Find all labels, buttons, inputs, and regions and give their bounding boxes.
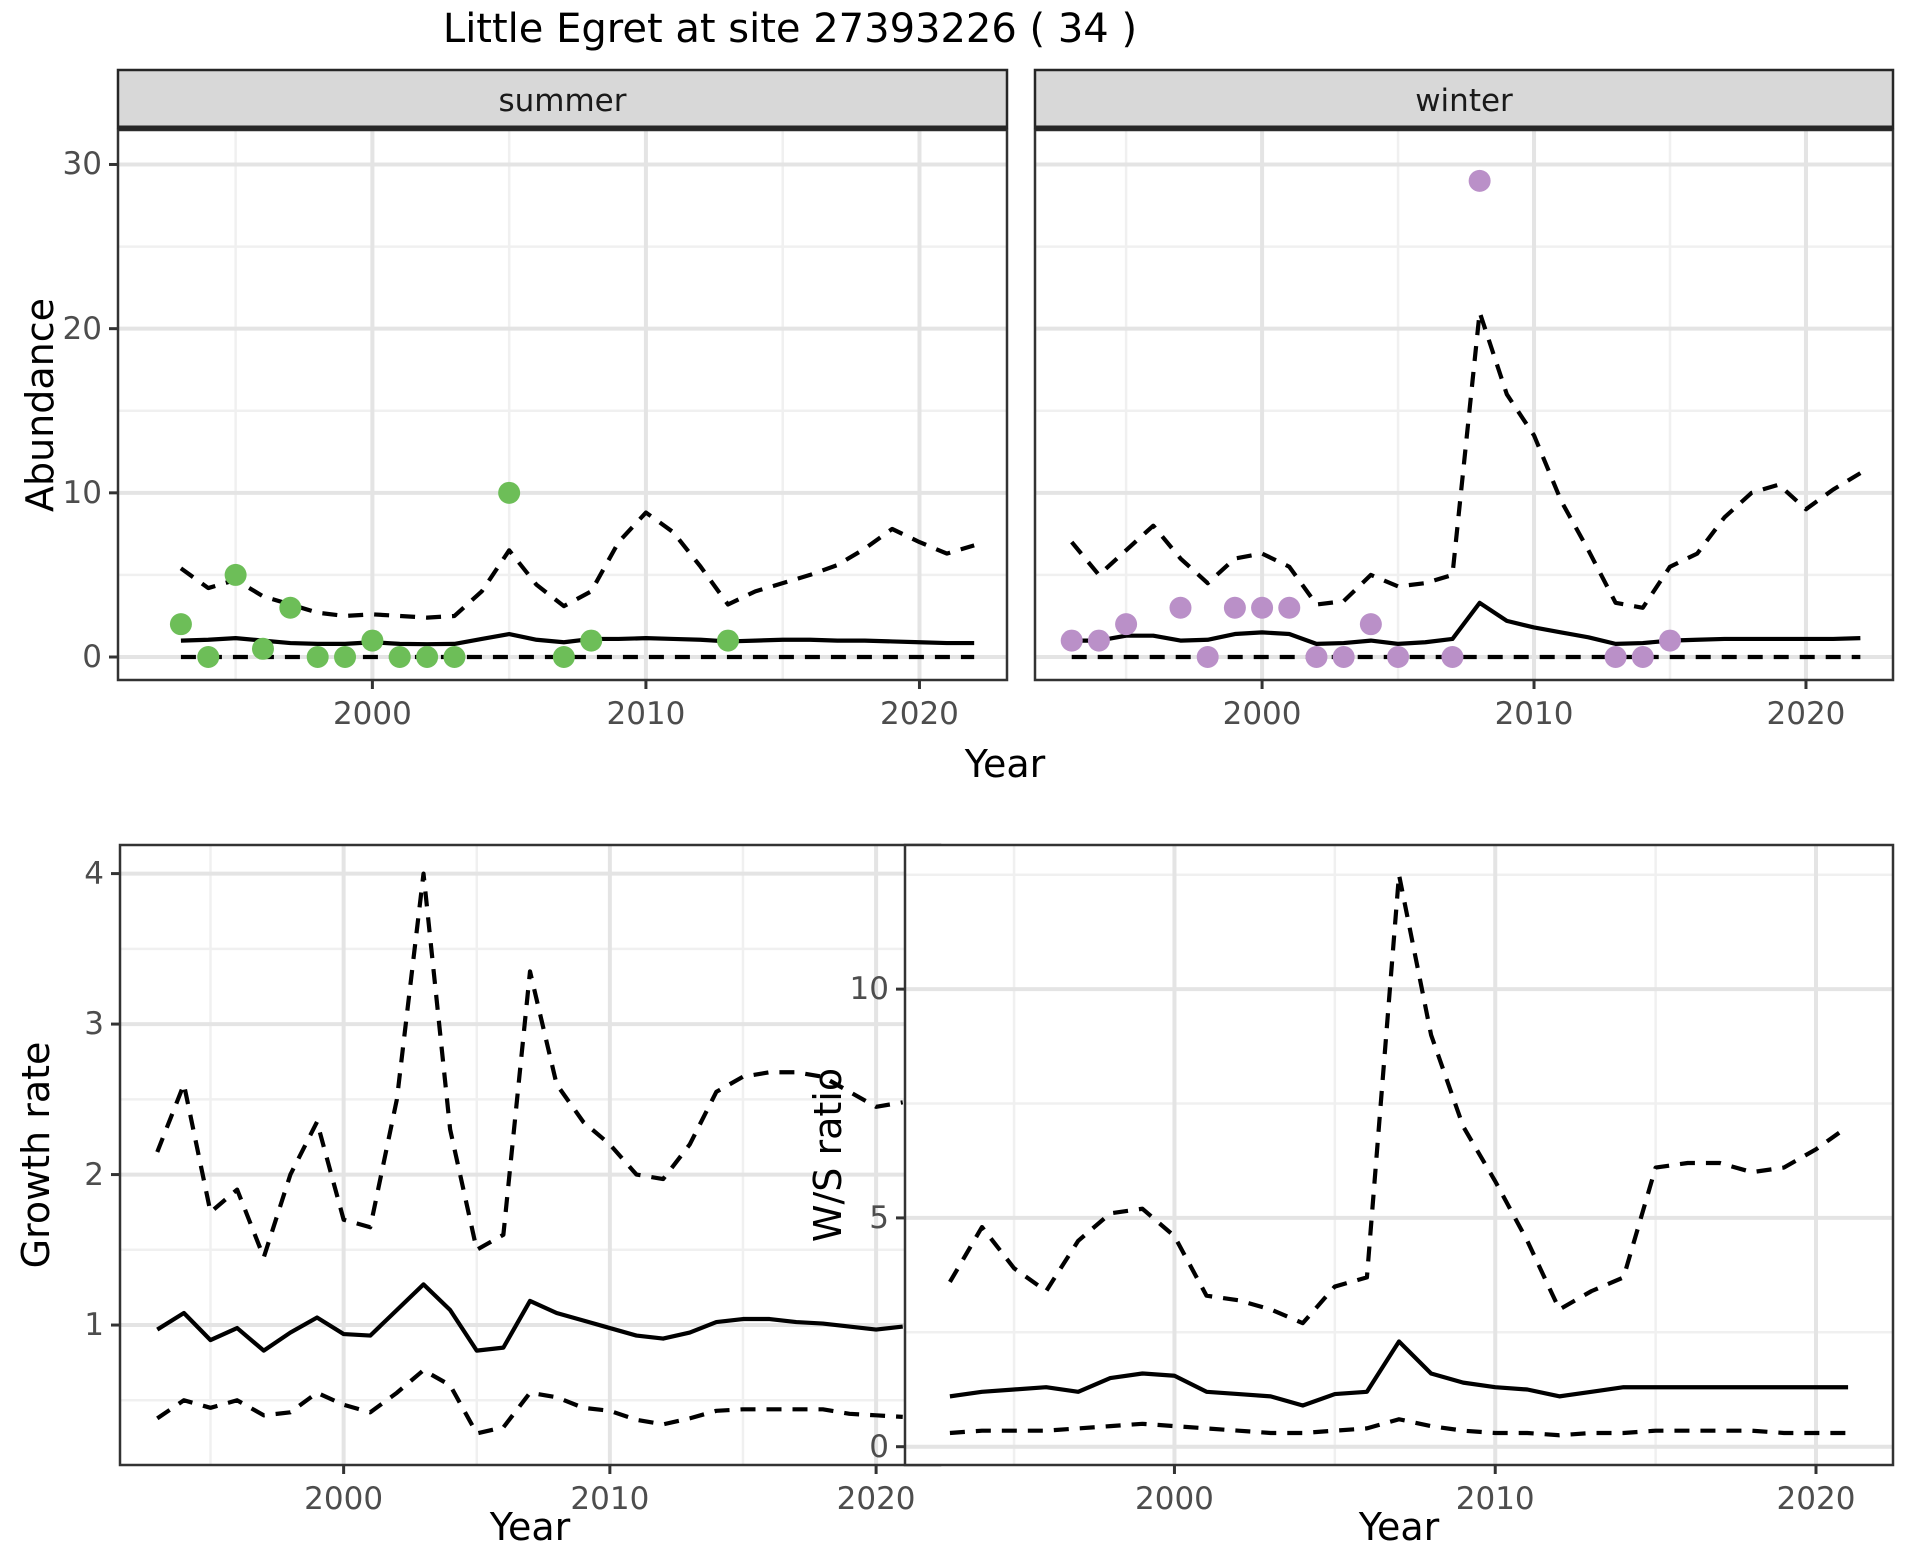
y-tick-label: 0 xyxy=(82,639,102,675)
data-point xyxy=(552,646,575,669)
series-line-upper_95ci xyxy=(1070,310,1862,610)
abundance-axis-title: Abundance xyxy=(18,297,62,513)
facet-strip xyxy=(116,68,1009,130)
data-point xyxy=(224,563,247,586)
x-tick-label: 2010 xyxy=(570,1481,650,1517)
data-point xyxy=(279,596,302,619)
data-point xyxy=(1115,613,1138,636)
panel-background xyxy=(118,130,1007,680)
data-point xyxy=(1468,169,1491,192)
series-line-median xyxy=(180,631,975,647)
data-point xyxy=(306,646,329,669)
y-tick-label: 20 xyxy=(62,310,102,347)
growth-year-axis-title: Year xyxy=(489,1505,571,1549)
facet-strip xyxy=(1033,68,1895,130)
data-point xyxy=(1441,646,1464,669)
data-point xyxy=(361,629,384,652)
y-tick-label: 1 xyxy=(84,1307,104,1344)
series-line-upper_95ci xyxy=(179,510,975,620)
panel-background xyxy=(1035,130,1893,680)
data-point xyxy=(1332,646,1355,669)
series-line-lower_95ci xyxy=(156,1368,903,1436)
x-tick-label: 2000 xyxy=(304,1481,384,1517)
x-tick-label: 2000 xyxy=(332,696,412,732)
y-tick-label: 30 xyxy=(62,146,102,183)
data-point xyxy=(1169,596,1192,619)
figure-title: Little Egret at site 27393226 ( 34 ) xyxy=(442,6,1138,52)
y-tick-label: 5 xyxy=(869,1199,889,1236)
data-point xyxy=(1060,629,1083,652)
y-tick-label: 3 xyxy=(84,1006,104,1043)
data-point xyxy=(416,646,439,669)
series-line-lower_95ci xyxy=(949,1417,1849,1438)
data-point xyxy=(334,646,357,669)
x-tick-label: 2020 xyxy=(1776,1481,1856,1517)
x-tick-label: 2020 xyxy=(836,1481,916,1517)
data-point xyxy=(443,646,466,669)
data-point xyxy=(1387,646,1410,669)
y-tick-label: 0 xyxy=(869,1428,889,1465)
data-point xyxy=(388,646,411,669)
y-tick-label: 4 xyxy=(84,855,104,892)
data-point xyxy=(1604,646,1627,669)
top-year-axis-title: Year xyxy=(964,742,1046,786)
data-point xyxy=(1631,646,1654,669)
x-tick-label: 2010 xyxy=(1494,696,1574,732)
series-line-upper_95ci xyxy=(155,871,904,1260)
data-point xyxy=(1251,596,1274,619)
data-point xyxy=(1223,596,1246,619)
ws-ratio-axis-title: W/S ratio xyxy=(806,1067,850,1243)
data-point xyxy=(1087,629,1110,652)
panel-background xyxy=(905,845,1893,1465)
x-tick-label: 2020 xyxy=(880,696,959,732)
data-point xyxy=(498,481,521,504)
series-line-median xyxy=(949,1339,1849,1408)
facet-strip-label-summer: summer xyxy=(498,83,627,119)
data-point xyxy=(1659,629,1682,652)
data-point xyxy=(1196,646,1219,669)
x-tick-label: 2000 xyxy=(1222,696,1302,732)
data-point xyxy=(580,629,603,652)
data-point xyxy=(251,637,274,660)
ws-year-axis-title: Year xyxy=(1358,1505,1440,1549)
y-tick-label: 2 xyxy=(84,1156,104,1193)
panel-border xyxy=(903,843,1895,1467)
series-line-median xyxy=(1071,600,1861,646)
y-tick-label: 10 xyxy=(849,971,889,1008)
series-line-median xyxy=(156,1282,903,1353)
x-tick-label: 2000 xyxy=(1135,1481,1214,1517)
data-point xyxy=(716,629,739,652)
data-point xyxy=(1359,613,1382,636)
data-point xyxy=(1305,646,1328,669)
data-point xyxy=(197,646,220,669)
data-point xyxy=(1278,596,1301,619)
growth-rate-axis-title: Growth rate xyxy=(14,1041,58,1269)
x-tick-label: 2010 xyxy=(1455,1481,1535,1517)
series-line-upper_95ci xyxy=(948,872,1850,1326)
x-tick-label: 2010 xyxy=(606,696,686,732)
x-tick-label: 2020 xyxy=(1766,696,1846,732)
y-tick-label: 10 xyxy=(62,474,102,511)
data-point xyxy=(169,613,192,636)
facet-strip-label-winter: winter xyxy=(1415,83,1513,119)
